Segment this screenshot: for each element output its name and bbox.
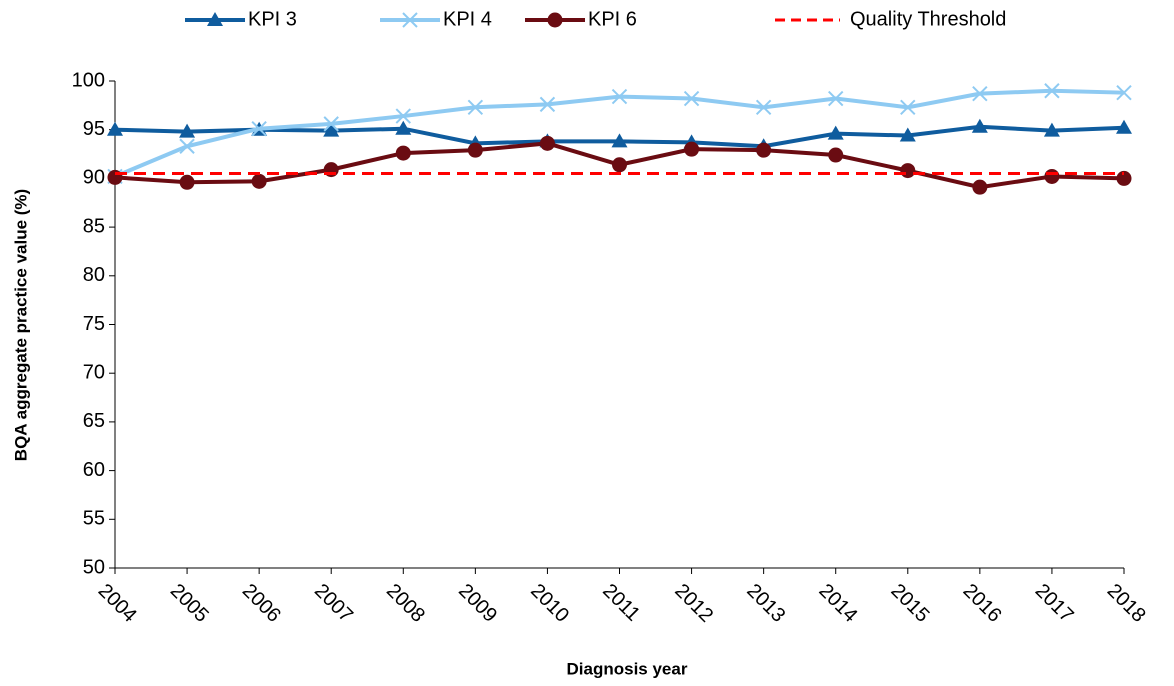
data-point (1044, 168, 1060, 184)
data-point (972, 85, 988, 102)
data-point (251, 121, 267, 137)
x-tick-label: 2010 (526, 580, 573, 627)
y-tick-label: 80 (83, 264, 105, 286)
data-point (1116, 170, 1132, 186)
data-point (971, 118, 988, 133)
x-tick-label: 2007 (310, 580, 357, 627)
data-point (1116, 84, 1132, 101)
data-point (467, 99, 484, 116)
data-point (900, 99, 916, 116)
y-tick-label: 70 (83, 361, 105, 383)
data-point (828, 90, 844, 107)
data-point (323, 116, 339, 132)
data-point (1044, 83, 1060, 99)
data-point (539, 135, 555, 151)
data-point (539, 96, 556, 113)
y-tick-label: 95 (83, 118, 105, 140)
data-point (684, 141, 700, 157)
data-point (899, 127, 916, 142)
data-point (611, 88, 628, 105)
x-axis-title: Diagnosis year (567, 659, 688, 678)
legend-marker (547, 12, 563, 28)
x-tick-label: 2006 (238, 580, 285, 627)
x-tick-label: 2018 (1103, 580, 1150, 627)
data-point (107, 121, 123, 136)
y-tick-label: 90 (83, 167, 105, 189)
data-point (395, 108, 411, 124)
x-tick-label: 2011 (598, 580, 644, 626)
data-point (900, 163, 916, 179)
x-tick-label: 2005 (166, 580, 213, 627)
data-point (467, 142, 483, 158)
y-axis-title: BQA aggregate practice value (%) (11, 189, 30, 461)
x-tick-label: 2012 (670, 580, 717, 627)
data-point (683, 90, 700, 107)
x-tick-label: 2017 (1031, 580, 1078, 627)
data-point (827, 125, 844, 140)
data-point (972, 179, 988, 195)
y-tick-label: 100 (72, 69, 105, 91)
legend-marker (402, 12, 418, 28)
data-point (179, 138, 195, 154)
y-tick-label: 75 (83, 313, 105, 335)
y-tick-label: 65 (83, 410, 105, 432)
data-point (179, 174, 195, 190)
x-tick-label: 2009 (454, 580, 501, 627)
data-point (251, 173, 267, 189)
y-tick-label: 50 (83, 556, 105, 578)
data-point (1043, 122, 1060, 137)
data-point (395, 145, 411, 161)
legend-marker (207, 12, 223, 26)
x-tick-label: 2008 (382, 580, 429, 627)
data-point (179, 123, 196, 138)
legend-label: Quality Threshold (850, 8, 1006, 30)
x-tick-label: 2004 (94, 580, 141, 627)
x-tick-label: 2014 (814, 580, 861, 627)
legend-label: KPI 4 (443, 8, 492, 30)
x-tick-label: 2015 (887, 580, 934, 627)
data-point (755, 99, 772, 116)
data-point (612, 157, 627, 173)
data-point (828, 147, 844, 163)
data-point (323, 122, 340, 137)
data-point (395, 120, 412, 135)
legend-label: KPI 3 (248, 8, 297, 30)
data-point (1116, 119, 1132, 134)
y-tick-label: 85 (83, 215, 105, 237)
x-tick-label: 2016 (959, 580, 1006, 627)
data-point (611, 133, 628, 148)
y-tick-label: 60 (83, 459, 105, 481)
legend-label: KPI 6 (588, 8, 637, 30)
y-tick-label: 55 (83, 508, 105, 530)
data-point (756, 142, 772, 158)
x-tick-label: 2013 (742, 580, 789, 627)
